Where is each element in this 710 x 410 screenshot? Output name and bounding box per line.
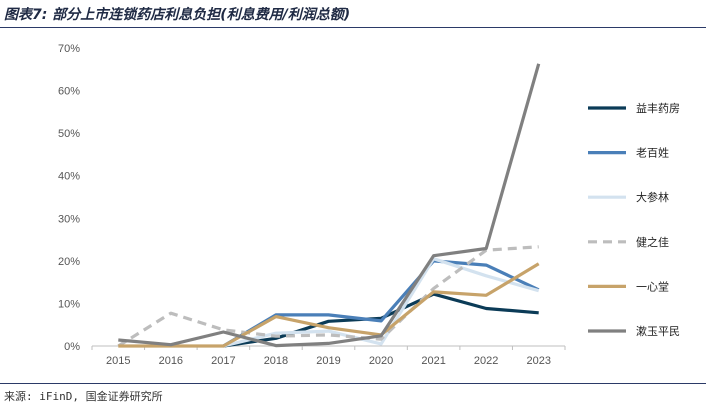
x-tick-label: 2017 <box>211 355 235 367</box>
series-line <box>118 63 541 348</box>
y-tick-label: 50% <box>58 128 80 140</box>
x-tick-label: 2023 <box>526 355 550 367</box>
x-tick-label: 2015 <box>106 355 130 367</box>
series-line <box>118 262 540 348</box>
series-line <box>222 259 540 348</box>
series-line <box>223 292 539 348</box>
y-tick-label: 0% <box>64 341 80 353</box>
legend-label: 健之佳 <box>636 235 669 249</box>
source-note: 来源: iFinD, 国金证券研究所 <box>4 390 163 403</box>
x-tick-label: 2021 <box>421 355 445 367</box>
footer-divider <box>0 383 706 384</box>
x-tick-label: 2019 <box>316 355 340 367</box>
legend-label: 大参林 <box>636 190 669 204</box>
y-tick-label: 30% <box>58 213 80 225</box>
y-axis-ticks: 0% 10% 20% 30% 40% 50% 60% 70% <box>58 43 80 353</box>
y-tick-label: 60% <box>58 86 80 98</box>
legend-label: 一心堂 <box>636 280 669 293</box>
y-tick-label: 20% <box>58 256 80 268</box>
y-tick-label: 70% <box>58 43 80 55</box>
x-tick-label: 2016 <box>159 355 183 367</box>
y-tick-label: 40% <box>58 171 80 183</box>
y-tick-label: 10% <box>58 298 80 310</box>
line-chart: 0% 10% 20% 30% 40% 50% 60% 70% 2015 2016 2017 2018… <box>58 43 680 367</box>
x-tick-label: 2022 <box>474 355 498 367</box>
x-tick-label: 2018 <box>264 355 288 367</box>
series-line <box>223 257 540 348</box>
legend-label: 漱玉平民 <box>636 325 680 338</box>
x-tick-label: 2020 <box>369 355 393 367</box>
chart-title: 图表7: 部分上市连锁药店利息负担(利息费用/利润总额) <box>4 7 351 23</box>
title-divider <box>0 27 706 28</box>
legend-label: 老百姓 <box>636 146 669 160</box>
series-lines <box>117 63 541 348</box>
x-axis-ticks: 2015 2016 2017 2018 2019 2020 2021 2022 2023 <box>106 355 551 367</box>
series-line <box>117 245 539 348</box>
legend-label: 益丰药房 <box>636 101 680 115</box>
